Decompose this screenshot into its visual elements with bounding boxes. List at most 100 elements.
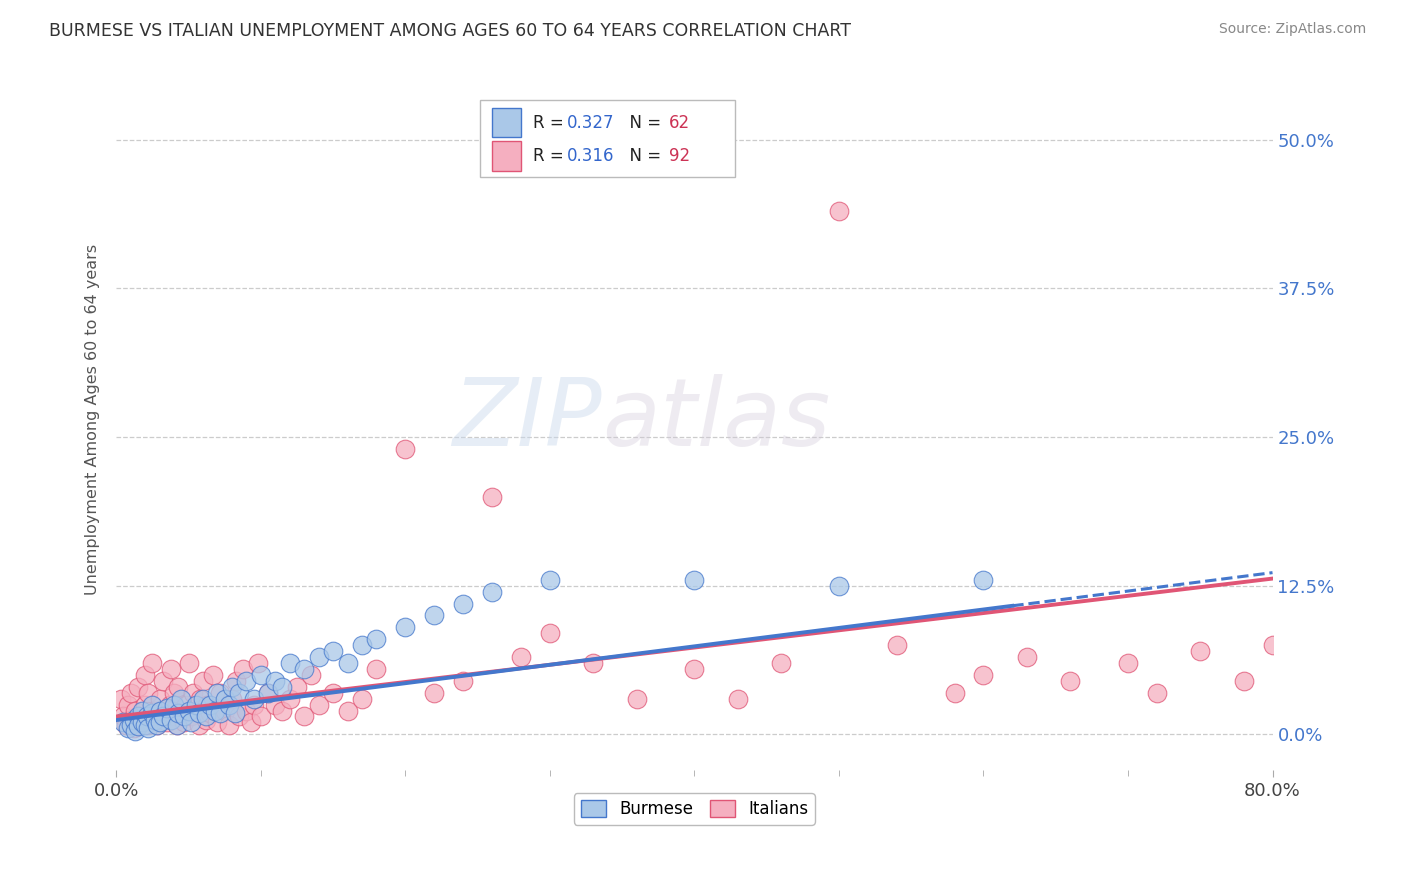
Point <box>149 715 172 730</box>
Point <box>160 662 183 676</box>
Point <box>177 656 200 670</box>
Point <box>131 715 153 730</box>
Point <box>120 718 142 732</box>
Point <box>127 719 149 733</box>
Point <box>184 704 207 718</box>
Point <box>292 662 315 676</box>
Point <box>322 686 344 700</box>
Point <box>173 709 195 723</box>
Point <box>129 709 152 723</box>
Point <box>112 715 135 730</box>
Point <box>235 704 257 718</box>
Point <box>153 706 176 720</box>
Point <box>152 673 174 688</box>
Point <box>626 691 648 706</box>
Text: 62: 62 <box>669 113 690 131</box>
Point <box>145 718 167 732</box>
Point <box>170 706 193 720</box>
Point <box>177 704 200 718</box>
Point <box>246 656 269 670</box>
Point <box>131 704 153 718</box>
Text: 92: 92 <box>669 147 690 165</box>
Point <box>136 718 159 732</box>
Point <box>163 709 186 723</box>
Point <box>149 704 172 718</box>
Text: BURMESE VS ITALIAN UNEMPLOYMENT AMONG AGES 60 TO 64 YEARS CORRELATION CHART: BURMESE VS ITALIAN UNEMPLOYMENT AMONG AG… <box>49 22 851 40</box>
FancyBboxPatch shape <box>492 108 522 137</box>
Point <box>120 686 142 700</box>
Point <box>943 686 966 700</box>
Point <box>209 706 232 720</box>
Point <box>207 715 229 730</box>
Point <box>264 698 287 712</box>
Point <box>200 698 222 712</box>
Point <box>191 691 214 706</box>
Point <box>159 698 181 712</box>
Point <box>510 650 533 665</box>
Point <box>187 706 209 720</box>
Text: atlas: atlas <box>602 374 830 465</box>
Point <box>1116 656 1139 670</box>
Text: N =: N = <box>619 113 666 131</box>
Point <box>1233 673 1256 688</box>
Point <box>828 204 851 219</box>
Point <box>683 573 706 587</box>
Point <box>207 686 229 700</box>
Point <box>122 722 145 736</box>
Point <box>209 686 232 700</box>
Point <box>170 691 193 706</box>
Point <box>152 709 174 723</box>
Text: 0.327: 0.327 <box>567 113 614 131</box>
Point <box>481 490 503 504</box>
Point <box>112 709 135 723</box>
Point <box>143 704 166 718</box>
Point <box>235 673 257 688</box>
Point <box>117 722 139 736</box>
Point <box>350 638 373 652</box>
Point <box>242 691 264 706</box>
Text: N =: N = <box>619 147 666 165</box>
Point <box>221 680 243 694</box>
Point <box>271 680 294 694</box>
Point <box>195 698 218 712</box>
Point <box>127 718 149 732</box>
Point <box>394 620 416 634</box>
Point <box>187 718 209 732</box>
Point <box>1146 686 1168 700</box>
Point <box>683 662 706 676</box>
Point <box>1059 673 1081 688</box>
Point <box>194 709 217 723</box>
Point <box>249 709 271 723</box>
Point <box>308 698 330 712</box>
Point <box>134 698 156 712</box>
Point <box>149 713 172 727</box>
Point <box>366 662 388 676</box>
Point <box>131 715 153 730</box>
Point <box>194 713 217 727</box>
FancyBboxPatch shape <box>481 100 735 178</box>
Point <box>299 668 322 682</box>
Point <box>232 662 254 676</box>
Point <box>292 709 315 723</box>
Point <box>336 656 359 670</box>
Point <box>451 597 474 611</box>
Text: ZIP: ZIP <box>453 374 602 465</box>
Text: R =: R = <box>533 113 568 131</box>
Point <box>972 668 994 682</box>
Point <box>124 704 146 718</box>
Point <box>770 656 793 670</box>
Point <box>149 691 172 706</box>
Point <box>271 704 294 718</box>
Point <box>202 668 225 682</box>
Point <box>423 686 446 700</box>
Point <box>141 706 163 720</box>
Point <box>228 709 250 723</box>
Point <box>257 686 280 700</box>
Point <box>200 706 222 720</box>
Point <box>180 715 202 730</box>
Point <box>188 691 211 706</box>
Point <box>423 608 446 623</box>
Point <box>204 704 226 718</box>
Text: Source: ZipAtlas.com: Source: ZipAtlas.com <box>1219 22 1367 37</box>
Point <box>264 673 287 688</box>
